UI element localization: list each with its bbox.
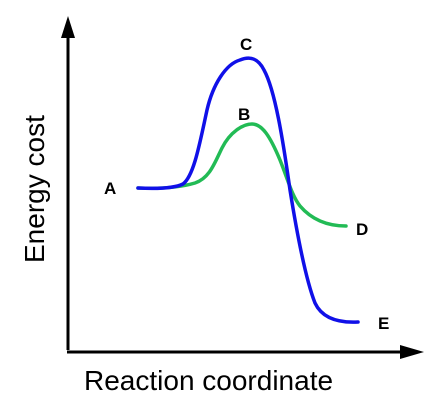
green-curve [136,122,348,228]
point-label-a: A [104,179,116,198]
point-label-b: B [238,105,250,124]
y-axis-arrowhead [61,16,75,38]
point-label-e: E [378,314,389,333]
x-axis-arrowhead [400,345,424,359]
point-label-c: C [240,35,252,54]
x-axis-label: Reaction coordinate [84,365,333,396]
y-axis-label: Energy cost [19,115,50,263]
point-label-d: D [356,220,368,239]
blue-curve [136,56,360,324]
